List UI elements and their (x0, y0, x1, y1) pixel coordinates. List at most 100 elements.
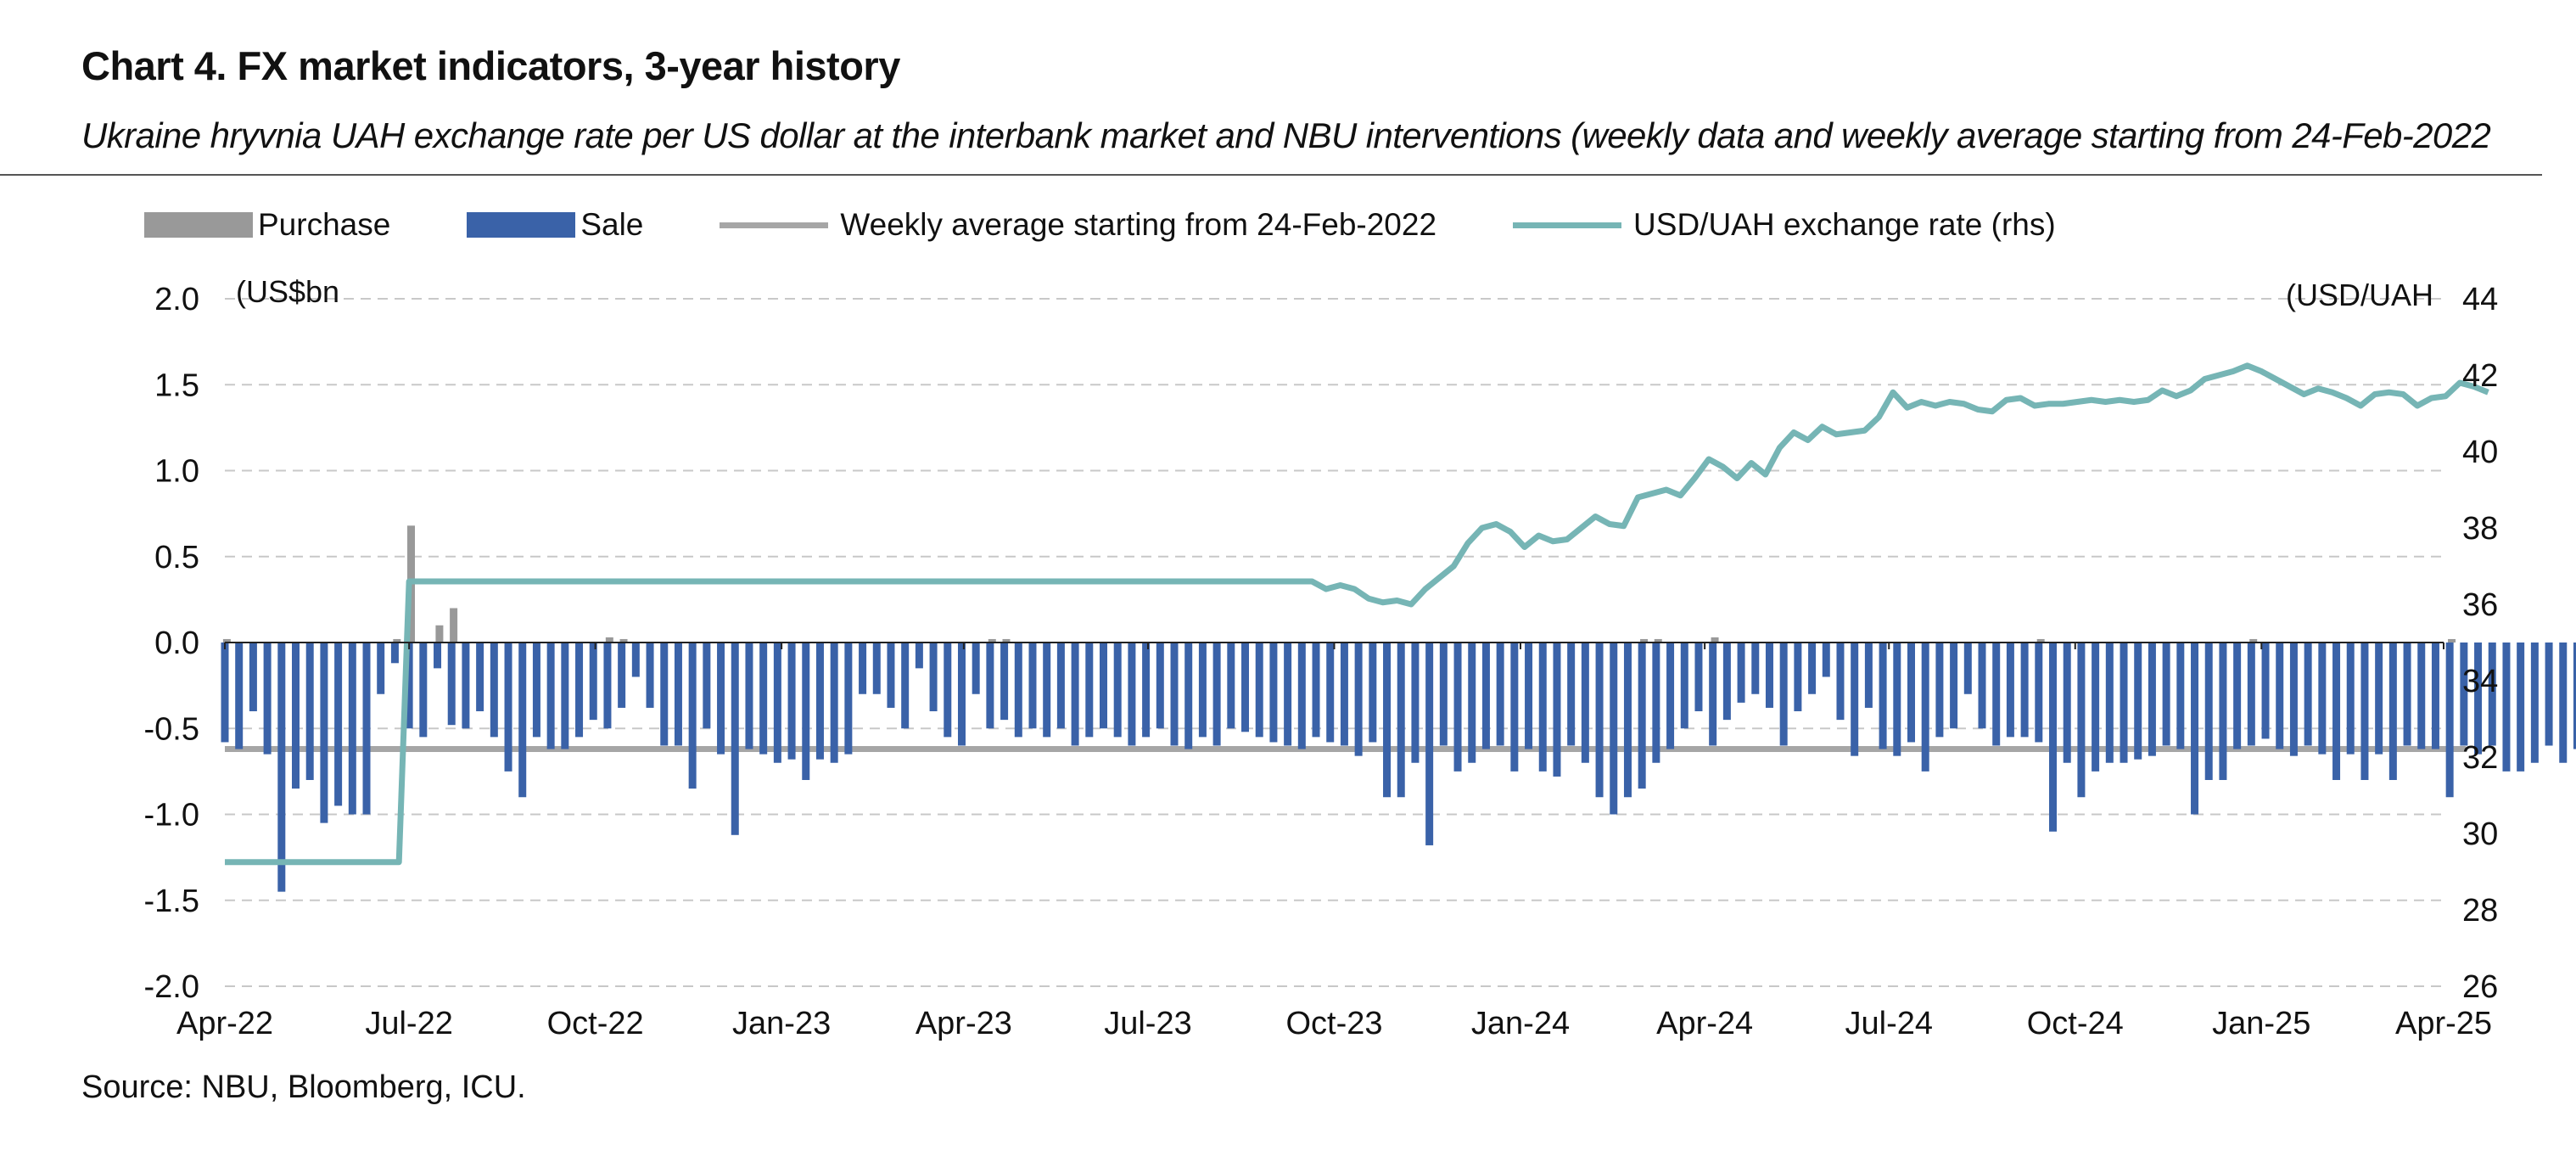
sale-bar (348, 643, 356, 815)
x-tick-label: Oct-22 (547, 1006, 644, 1041)
sale-bar (235, 643, 244, 749)
sale-bar (1241, 643, 1250, 732)
purchase-bar (222, 638, 231, 643)
sale-bar (1779, 643, 1788, 746)
sale-bar (1893, 643, 1901, 756)
sale-bar (490, 643, 498, 738)
sale-bar (561, 643, 569, 749)
sale-bar (1297, 643, 1306, 749)
sale-bar (1312, 643, 1320, 738)
sale-bar (2035, 643, 2043, 743)
x-tick-label: Jul-23 (1104, 1006, 1192, 1041)
sale-bar (334, 643, 343, 806)
sale-bar (1538, 643, 1547, 772)
sale-bar (2517, 643, 2525, 772)
sale-bar (2289, 643, 2298, 756)
sale-bar (944, 643, 952, 738)
x-tick-label: Jan-25 (2212, 1006, 2310, 1041)
sale-bar (2261, 643, 2270, 739)
sale-bar (305, 643, 314, 780)
sale-bar (1198, 643, 1207, 738)
sale-bar (2247, 643, 2255, 746)
sale-bar (901, 643, 910, 729)
sale-bar (362, 643, 371, 815)
sale-bar (1369, 643, 1377, 743)
sale-bar (419, 643, 428, 738)
sale-bar (2488, 643, 2496, 746)
sale-bar (986, 643, 994, 729)
sale-bar (1652, 643, 1660, 763)
sale-bar (1128, 643, 1136, 746)
legend-item-sale: Sale (467, 207, 643, 243)
sale-bar (2191, 643, 2199, 815)
sale-bar (1921, 643, 1929, 772)
y2-tick-label: 38 (2462, 511, 2498, 547)
sale-bar (2573, 643, 2576, 749)
chart-legend: Purchase Sale Weekly average starting fr… (144, 204, 2132, 246)
sale-bar (2176, 643, 2185, 749)
sale-bar (377, 643, 385, 694)
sale-bar (1411, 643, 1420, 763)
sale-bar (2360, 643, 2369, 780)
sale-bar (2545, 643, 2553, 746)
sale-bar (1950, 643, 1958, 729)
sale-bar (1184, 643, 1193, 749)
sale-bar (2233, 643, 2242, 749)
fx-rate-line (225, 362, 2489, 866)
y-tick-label: 0.5 (154, 540, 199, 575)
sale-bar (1553, 643, 1561, 777)
sale-bar (2020, 643, 2029, 738)
y2-tick-label: 34 (2462, 664, 2498, 699)
sale-bar (844, 643, 853, 755)
sale-bar (1142, 643, 1151, 738)
sale-bar (1284, 643, 1292, 746)
y-tick-label: -1.0 (144, 798, 199, 833)
sale-bar (1737, 643, 1745, 703)
sale-bar (221, 643, 229, 743)
sale-bar (1085, 643, 1094, 738)
fx-line-layer (225, 362, 2489, 866)
legend-label-sale: Sale (580, 207, 644, 242)
sale-bar (1595, 643, 1604, 798)
sale-bar (1269, 643, 1278, 743)
purchase-bar (619, 638, 628, 643)
sale-bar (787, 643, 796, 760)
y-axis-label: (US$bn (236, 274, 339, 309)
sale-bar (2120, 643, 2128, 763)
y2-tick-label: 42 (2462, 358, 2498, 394)
sale-bar (2445, 643, 2454, 798)
x-tick-label: Apr-23 (916, 1006, 1012, 1041)
sale-bar (405, 643, 413, 729)
sale-bar (2332, 643, 2341, 780)
sale-bar (1992, 643, 2001, 746)
legend-label-average: Weekly average starting from 24-Feb-2022 (840, 207, 1437, 242)
sale-bar (688, 643, 697, 789)
y2-axis-label: (USD/UAH (2286, 278, 2433, 312)
sale-bar (1610, 643, 1618, 815)
purchase-bar (435, 625, 444, 643)
fx-chart: 2.0 1.5 1.0 0.5 0.0 -0.5 -1.0 -1.5 -2.0 44 42 40 38 3… (144, 274, 2576, 1041)
sale-bar (447, 643, 456, 726)
legend-swatch-fx-rate (1513, 222, 1622, 228)
sale-bar (1425, 643, 1434, 845)
sale-bar (1255, 643, 1263, 738)
y2-tick-label: 44 (2462, 282, 2498, 317)
sale-bar (1397, 643, 1405, 798)
sale-bar (1765, 643, 1773, 708)
sale-bar (1623, 643, 1632, 798)
purchase-bar (1711, 637, 1719, 643)
legend-swatch-purchase (144, 212, 253, 238)
legend-label-fx-rate: USD/UAH exchange rate (rhs) (1633, 207, 2056, 242)
sale-bar (773, 643, 781, 763)
sale-bar (1170, 643, 1179, 746)
sale-bar (915, 643, 923, 669)
sale-bar (2318, 643, 2327, 755)
sale-bar (1354, 643, 1363, 756)
y-tick-label: -0.5 (144, 711, 199, 747)
sale-bar (1963, 643, 1972, 694)
sale-bar (1071, 643, 1079, 746)
sale-bar (1014, 643, 1022, 738)
y2-tick-label: 32 (2462, 740, 2498, 776)
sale-bar (1794, 643, 1802, 711)
y2-tick-label: 40 (2462, 435, 2498, 470)
